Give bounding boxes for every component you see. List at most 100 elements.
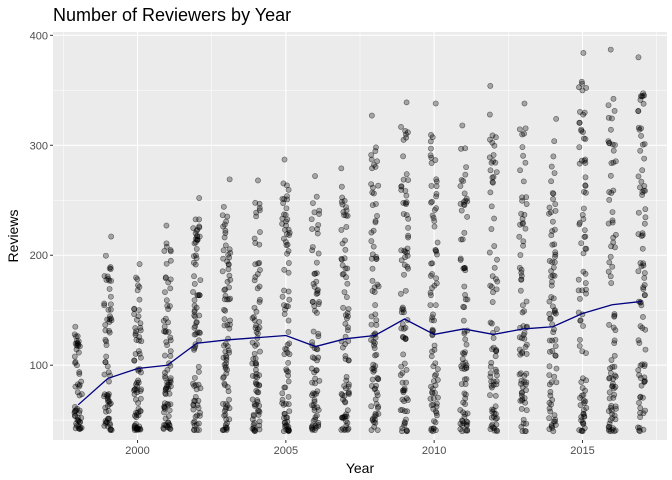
data-point xyxy=(608,357,615,363)
data-point xyxy=(221,380,228,387)
data-point xyxy=(256,207,263,214)
data-point xyxy=(550,196,556,203)
data-point xyxy=(640,314,646,320)
data-point xyxy=(488,159,495,166)
data-point xyxy=(488,203,495,210)
chart-title: Number of Reviewers by Year xyxy=(53,5,291,25)
data-point xyxy=(522,381,529,388)
data-point xyxy=(402,324,409,331)
data-point xyxy=(638,263,645,270)
data-point xyxy=(313,424,319,431)
data-point xyxy=(404,129,411,136)
data-point xyxy=(369,277,376,284)
data-point xyxy=(224,402,231,409)
data-point xyxy=(548,232,555,239)
data-point xyxy=(371,284,378,291)
data-point xyxy=(133,316,140,323)
data-point xyxy=(582,270,589,277)
data-point xyxy=(338,227,345,233)
data-point xyxy=(462,395,469,402)
data-point xyxy=(580,250,587,257)
y-axis-title: Reviews xyxy=(5,210,21,263)
data-point xyxy=(372,148,379,154)
data-point xyxy=(285,368,291,375)
data-point xyxy=(191,253,197,259)
data-point xyxy=(546,298,553,305)
data-point xyxy=(552,251,559,258)
data-point xyxy=(102,327,109,334)
data-point xyxy=(463,364,470,371)
data-point xyxy=(639,245,646,252)
data-point xyxy=(605,102,612,109)
data-point xyxy=(517,287,524,294)
data-point xyxy=(190,225,197,232)
data-point xyxy=(191,324,198,331)
data-point xyxy=(134,379,140,386)
data-point xyxy=(463,421,470,428)
data-point xyxy=(313,309,320,316)
data-point xyxy=(343,212,349,219)
data-point xyxy=(255,177,261,184)
data-point xyxy=(403,171,410,178)
data-point xyxy=(341,413,348,420)
data-point xyxy=(102,252,109,259)
data-point xyxy=(284,250,290,257)
data-point xyxy=(639,167,646,174)
data-point xyxy=(338,165,345,172)
data-point xyxy=(432,247,439,253)
data-point xyxy=(309,298,316,305)
data-point xyxy=(610,95,617,102)
data-point xyxy=(580,205,587,212)
data-point xyxy=(637,375,644,381)
data-point xyxy=(315,407,322,413)
data-point xyxy=(611,312,618,319)
data-point xyxy=(581,109,588,116)
data-point xyxy=(312,173,318,179)
data-point xyxy=(161,323,168,330)
data-point xyxy=(520,178,527,185)
data-point xyxy=(339,262,346,269)
data-point xyxy=(167,247,174,253)
data-point xyxy=(461,283,468,290)
data-point xyxy=(607,172,614,179)
data-point xyxy=(549,303,556,310)
data-point xyxy=(165,306,172,312)
data-point xyxy=(162,352,168,359)
data-point xyxy=(636,399,642,406)
data-point xyxy=(551,412,558,419)
data-point xyxy=(606,389,613,396)
data-point xyxy=(550,153,557,160)
data-point xyxy=(163,297,170,304)
data-point xyxy=(373,254,380,260)
data-point xyxy=(404,263,411,270)
data-point xyxy=(548,273,555,280)
data-point xyxy=(546,415,552,422)
data-point xyxy=(344,265,351,272)
data-point xyxy=(459,365,465,372)
data-point xyxy=(462,381,469,388)
data-point xyxy=(192,313,199,320)
data-point xyxy=(374,158,381,165)
data-point xyxy=(519,194,525,201)
data-point xyxy=(641,220,648,227)
data-point xyxy=(195,363,202,370)
data-point xyxy=(135,426,142,432)
data-point xyxy=(433,280,440,287)
data-point xyxy=(338,391,345,397)
data-point xyxy=(489,299,496,305)
data-point xyxy=(132,386,138,393)
data-point xyxy=(635,108,642,115)
data-point xyxy=(576,119,583,126)
data-point xyxy=(249,396,256,403)
data-point xyxy=(491,243,498,249)
data-point xyxy=(253,380,260,387)
data-point xyxy=(582,398,589,405)
data-point xyxy=(639,230,646,237)
data-point xyxy=(397,290,404,297)
data-point xyxy=(579,211,586,218)
data-point xyxy=(371,413,378,420)
data-point xyxy=(581,234,588,240)
data-point xyxy=(221,342,227,349)
data-point xyxy=(461,413,468,420)
data-point xyxy=(162,375,169,381)
